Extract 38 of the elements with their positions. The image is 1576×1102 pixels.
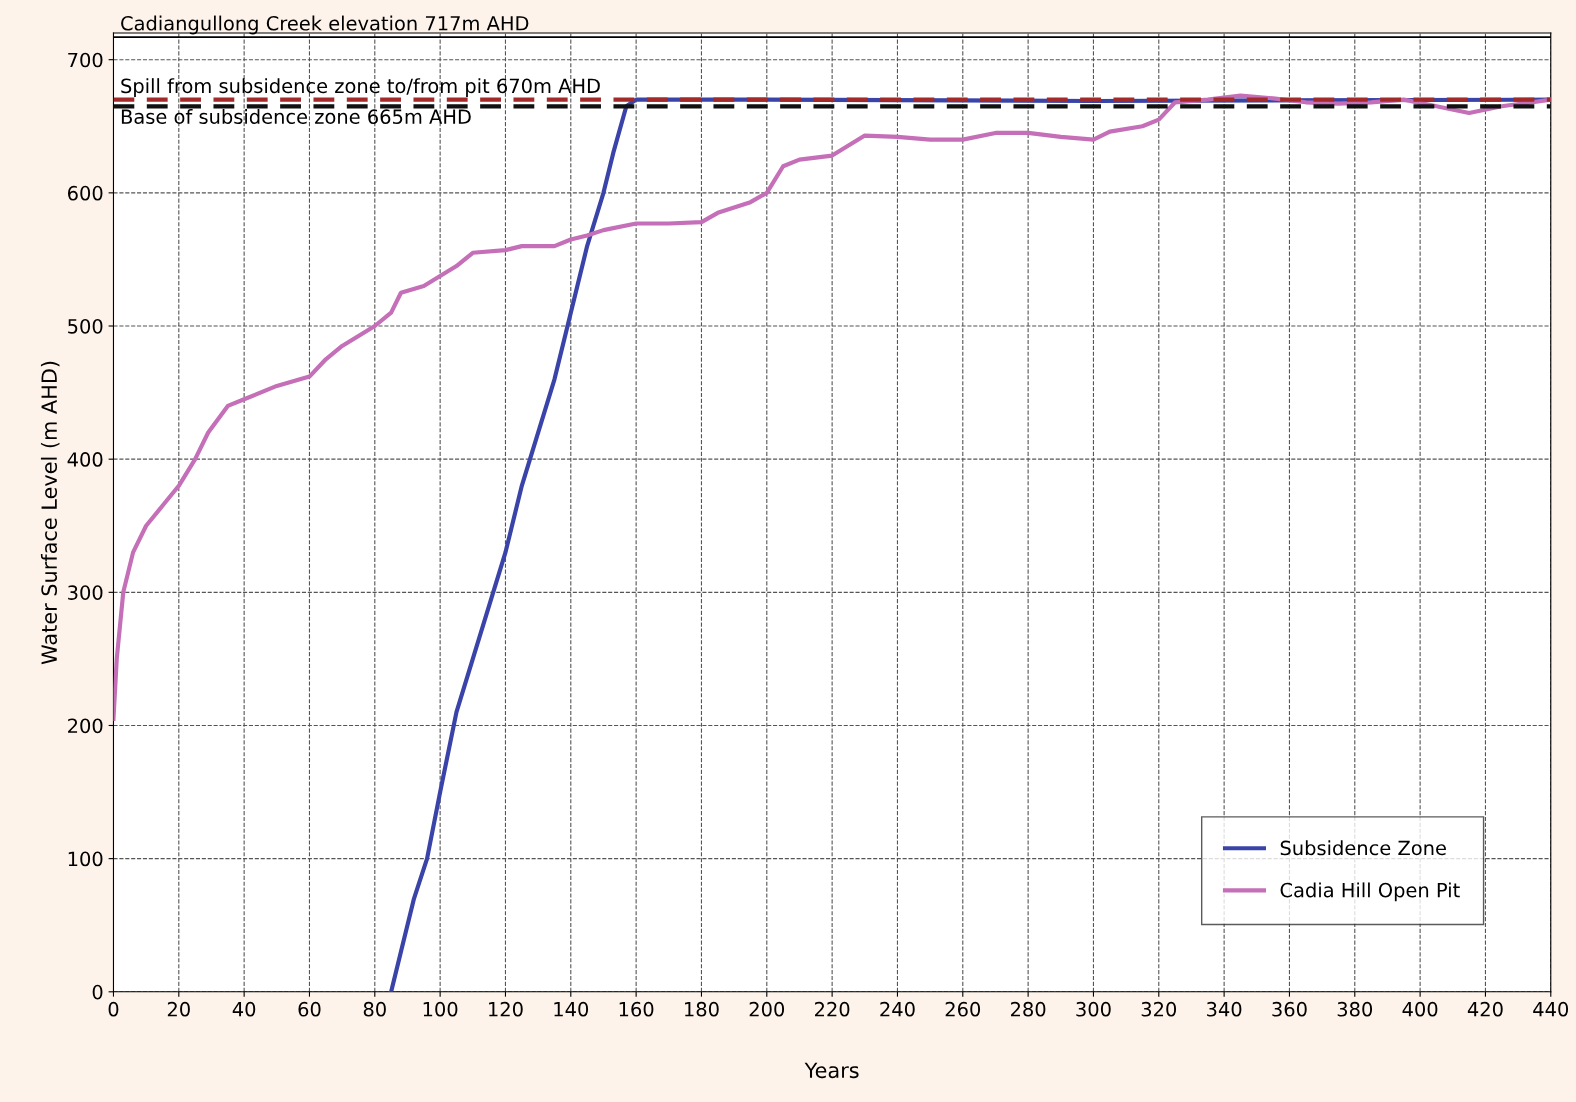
x-tick-label: 320	[1141, 1001, 1177, 1017]
x-axis-title: Years	[804, 1062, 859, 1079]
x-tick-label: 100	[423, 1001, 458, 1017]
x-tick-label: 140	[554, 1001, 589, 1017]
y-tick-label: 0	[92, 984, 103, 1000]
y-tick-label: 200	[68, 718, 103, 734]
x-tick-label: 280	[1010, 1001, 1046, 1017]
y-tick-label: 500	[68, 318, 103, 334]
x-tick-label: 0	[108, 1001, 119, 1017]
x-tick-label: 20	[167, 1001, 190, 1017]
y-axis-title: Water Surface Level (m AHD)	[40, 361, 60, 665]
y-tick-label: 300	[68, 585, 103, 600]
ref-line-label: Base of subsidence zone 665m AHD	[121, 108, 471, 125]
y-tick-label: 600	[67, 185, 103, 201]
x-tick-label: 420	[1467, 1001, 1503, 1017]
ref-line-label: Cadiangullong Creek elevation 717m AHD	[121, 15, 529, 35]
x-tick-label: 180	[685, 1001, 719, 1017]
x-tick-label: 120	[489, 1001, 523, 1017]
x-tick-label: 60	[298, 1001, 321, 1017]
ref-line-label: Spill from subsidence zone to/from pit 670m AHD	[121, 78, 600, 97]
x-tick-label: 40	[232, 1001, 256, 1017]
x-tick-label: 380	[1337, 1001, 1373, 1017]
y-tick-label: 700	[68, 52, 103, 68]
x-tick-label: 80	[363, 1001, 386, 1017]
x-tick-label: 260	[945, 1001, 981, 1017]
x-tick-label: 360	[1272, 1001, 1307, 1017]
y-tick-label: 400	[67, 452, 103, 467]
x-tick-label: 340	[1207, 1001, 1242, 1017]
legend-label: Cadia Hill Open Pit	[1280, 882, 1460, 902]
y-tick-label: 100	[68, 851, 103, 867]
legend-label: Subsidence Zone	[1280, 840, 1446, 856]
x-tick-label: 400	[1402, 1001, 1438, 1017]
x-tick-label: 160	[619, 1001, 654, 1017]
x-tick-label: 300	[1076, 1001, 1111, 1017]
x-tick-label: 440	[1533, 1001, 1569, 1017]
x-tick-label: 200	[749, 1001, 785, 1017]
x-tick-label: 240	[880, 1001, 915, 1017]
x-tick-label: 220	[815, 1001, 850, 1017]
